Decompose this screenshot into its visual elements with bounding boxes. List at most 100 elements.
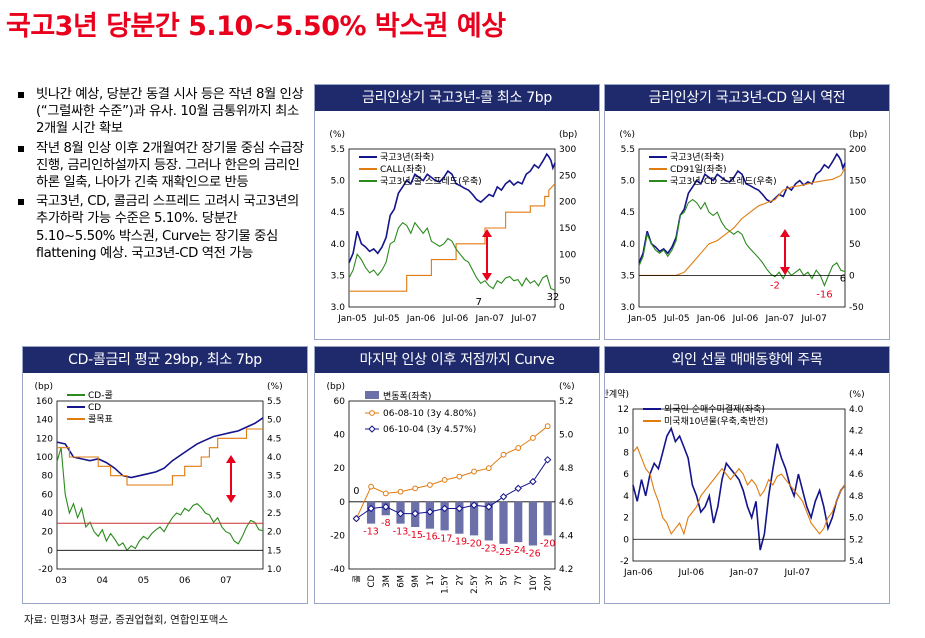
series-line-3 [348,221,556,291]
right-tick-label: 5.0 [849,514,864,524]
bar-1.5Y [440,501,449,531]
legend-label: 변동폭(좌축) [383,391,431,402]
x-tick-label: Jul-05 [663,314,690,324]
right-tick-label: 1.5 [267,546,281,556]
legend-label: 국고3년-CD 스프레드(우축) [670,176,777,187]
plot-frame [348,400,556,570]
left-tick-label: 20 [334,464,346,474]
annotation-label: 7 [476,297,482,308]
series-marker [499,493,508,501]
bullet-item: 빗나간 예상, 당분간 동결 시사 등은 작년 8월 인상(“그럴싸한 수준”)… [14,86,304,138]
page-title: 국고3년 당분간 5.10~5.50% 박스권 예상 [6,11,506,42]
left-tick-label: 120 [36,434,53,444]
series-marker [367,504,375,513]
right-axis-unit: (%) [559,382,575,392]
series-marker [382,490,389,497]
series-marker [397,488,404,495]
annotation-label: -2 [770,281,780,292]
x-tick-label: Jul-06 [442,314,469,324]
chart-title-1: 금리인상기 국고3년-콜 최소 7bp [315,85,599,111]
bar-value-label: -17 [437,533,453,544]
series-line-1 [632,426,846,551]
source-note: 자료: 민평3사 평균, 증권업협회, 연합인포맥스 [24,614,229,626]
series-line-2 [639,167,846,276]
chart-title-3: CD-콜금리 평균 29bp, 최소 7bp [23,347,307,373]
legend-label: CD91일(좌축) [670,164,727,175]
category-label: 9M [411,575,421,588]
left-tick-label: 5.0 [621,177,636,187]
left-tick-label: 2 [623,514,629,524]
series-marker [530,435,536,441]
legend-marker [369,410,375,416]
right-tick-label: 100 [559,250,576,260]
left-tick-label: 10 [618,427,630,437]
left-tick-label: 5.5 [331,145,345,155]
right-tick-label: 1.0 [267,565,282,575]
bar-value-label: -19 [452,537,468,548]
left-tick-label: 0 [339,498,345,508]
x-tick-label: Jan-07 [474,314,504,324]
chart-3-svg: (bp) (%) 160 140 120 100 80 60 40 20 0 -20 5.5 5.0 4.5… [35,382,283,586]
right-tick-label: 50 [849,240,861,250]
right-tick-label: 4.0 [267,453,282,463]
right-tick-label: 3.0 [267,490,282,500]
bullet-square-icon [18,92,24,98]
right-tick-label: 4.6 [559,498,574,508]
legend-label: 국고3년(좌축) [380,152,434,163]
right-tick-label: 3.5 [267,472,281,482]
right-tick-label: 4.2 [849,427,863,437]
right-tick-label: 4.6 [849,470,864,480]
left-tick-label: 3.0 [621,303,636,313]
legend-label: 콜목표 [88,414,113,425]
series-line-2 [56,417,264,479]
plot-frame [56,400,264,570]
range-arrow-down-icon [482,273,492,281]
right-tick-label: -50 [849,303,864,313]
chart-panel-5: 외인 선물 매매동향에 주목 (만계약) (%) 12 10 8 6 4 2 0 -2 4.0 4.2… [604,346,890,604]
x-tick-label: Jul-07 [510,314,537,324]
right-tick-label: 4.8 [849,492,864,502]
annotation-label: 6 [840,274,846,285]
legend-label: 국고3년-콜 스프레드(우축) [380,176,482,187]
series-line-3 [638,198,846,287]
chart-title-5: 외인 선물 매매동향에 주목 [605,347,889,373]
left-tick-label: 3.5 [621,271,635,281]
chart-title-2: 금리인상기 국고3년-CD 일시 역전 [605,85,889,111]
legend-label: CALL(좌축) [380,164,426,175]
left-tick-label: 4.5 [331,208,345,218]
category-label: 1Y [426,574,436,585]
right-axis-unit: (%) [267,382,283,392]
right-tick-label: 5.5 [267,397,281,407]
right-tick-label: 4.4 [849,448,864,458]
left-tick-label: 20 [42,528,54,538]
series-marker [411,509,419,518]
range-arrow-up-icon [482,229,492,237]
bar-value-label: -20 [540,538,556,549]
series-marker [514,484,522,493]
x-tick-label: Jul-06 [678,568,705,578]
chart-title-4: 마지막 인상 이후 저점까지 Curve [315,347,599,373]
series-marker [427,482,433,488]
right-tick-label: 200 [849,145,866,155]
left-tick-label: -2 [620,557,629,567]
series-marker [455,504,464,513]
right-tick-label: 300 [559,145,576,155]
left-tick-label: 40 [334,431,346,441]
x-tick-label: 03 [55,576,66,586]
left-tick-label: 0 [623,535,629,545]
bar-value-label: -8 [381,518,390,529]
right-tick-label: 4.4 [559,531,574,541]
series-marker [441,477,448,483]
bar-7Y [514,501,523,543]
bullet-list: 빗나간 예상, 당분간 동결 시사 등은 작년 8월 인상(“그럴싸한 수준”)… [14,86,304,264]
plot-frame [632,408,846,562]
legend-marker [368,425,376,433]
bar-20Y [543,501,552,536]
legend-label: 국고3년(좌축) [670,152,724,163]
left-axis-unit: (bp) [327,382,345,392]
right-tick-label: 2.0 [267,528,282,538]
x-tick-label: Jul-06 [732,314,759,324]
right-tick-label: 150 [559,224,576,234]
series-marker [471,468,477,475]
bar-CD [366,501,376,524]
